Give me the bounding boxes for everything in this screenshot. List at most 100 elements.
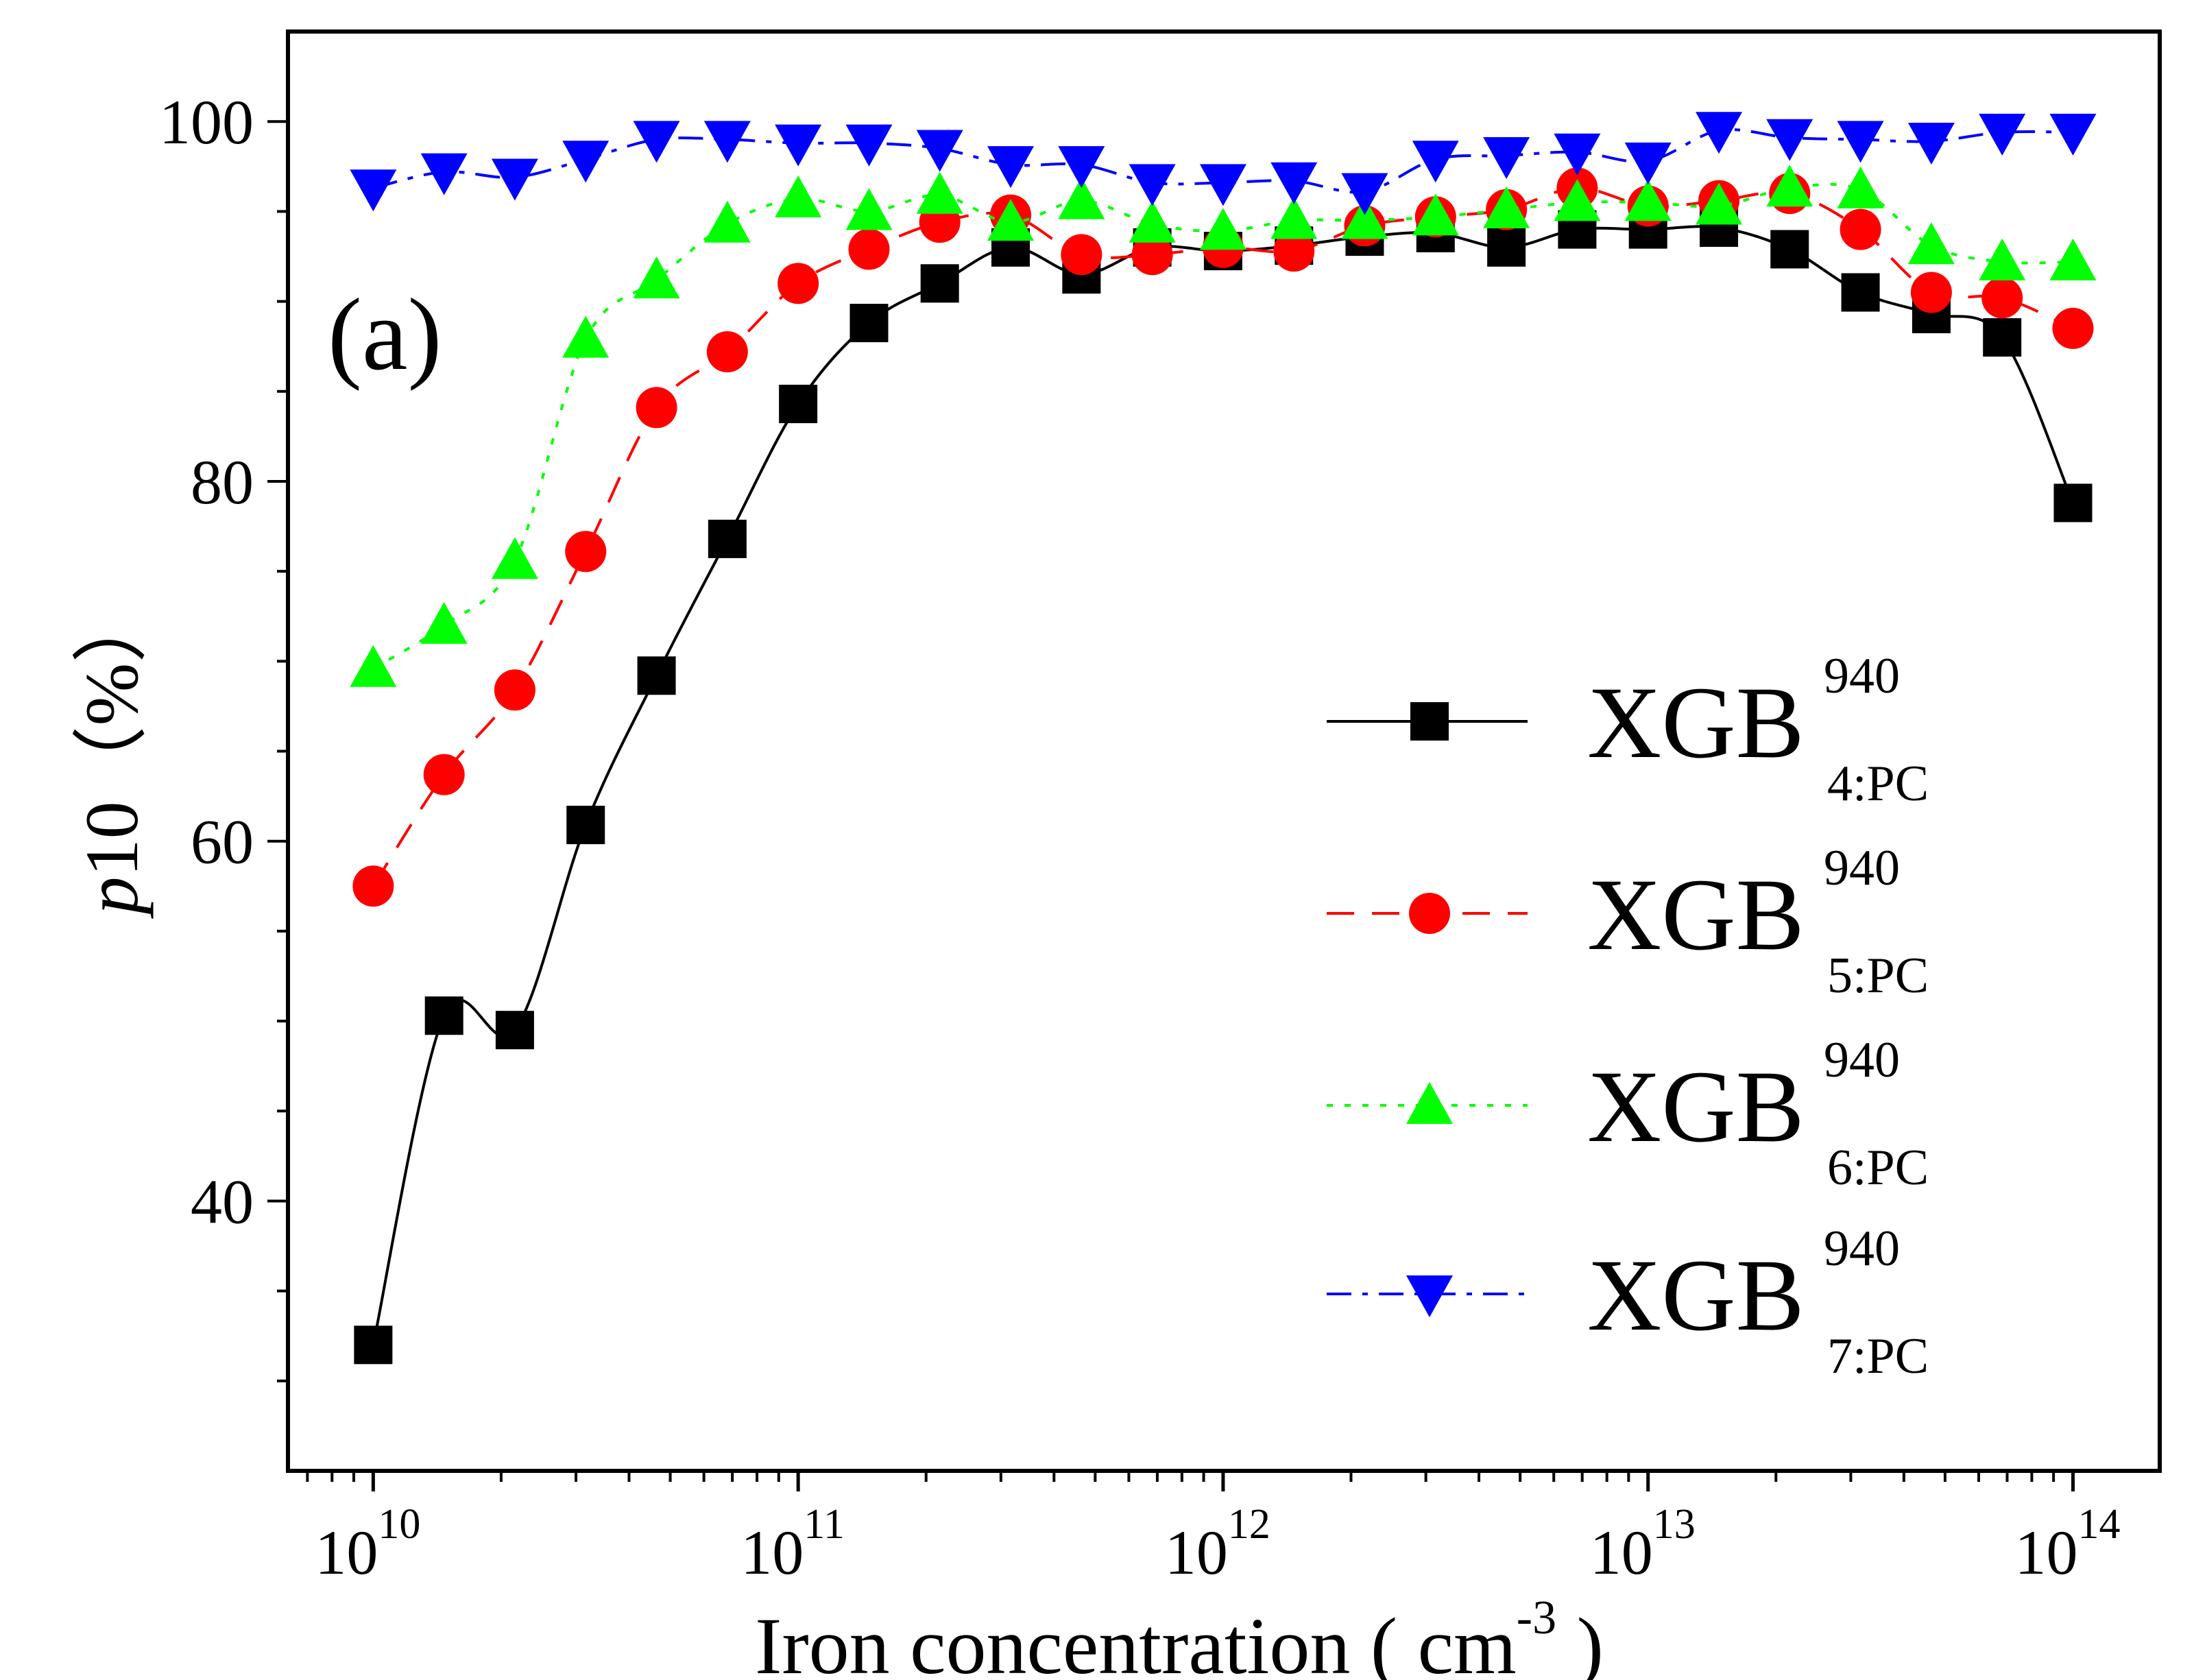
x-tick-label-base: 10 [315, 1517, 378, 1587]
data-point [1907, 222, 1955, 265]
data-point [1058, 146, 1105, 189]
data-point [2053, 483, 2093, 523]
data-point [633, 121, 680, 163]
legend-label-sup: 940 [1824, 1221, 1900, 1277]
data-point [987, 146, 1035, 189]
data-point [1412, 193, 1459, 236]
data-point [920, 264, 959, 303]
series-line [372, 187, 2074, 887]
data-point [1696, 112, 1743, 154]
data-point [1770, 230, 1809, 269]
series-line [372, 225, 2075, 1345]
data-point [1058, 177, 1105, 219]
x-axis-label-text: Iron concentration [755, 1601, 1350, 1680]
legend-label-sub: 7:PC [1827, 1328, 1929, 1384]
data-point [350, 169, 397, 212]
panel-label: (a) [328, 278, 442, 392]
legend-label: XGB [1587, 1050, 1805, 1164]
x-axis-unit-open: ( [1371, 1601, 1397, 1680]
data-point [849, 304, 889, 343]
data-point [2052, 307, 2094, 349]
data-point [2049, 238, 2097, 280]
data-point [1910, 272, 1952, 313]
data-point [1766, 165, 1813, 207]
legend-label-sup: 940 [1824, 840, 1900, 896]
legend-label-sup: 940 [1824, 1032, 1900, 1088]
x-axis-unit-base: cm [1418, 1601, 1517, 1680]
series-6-pc [350, 165, 2097, 687]
data-point [1624, 179, 1672, 221]
x-axis-unit-close: ) [1577, 1601, 1604, 1680]
x-axis-unit-exp: -3 [1517, 1592, 1556, 1644]
y-tick-label: 100 [159, 87, 254, 157]
legend-entry: XGB 940 5:PC [1327, 840, 1929, 1004]
data-point [566, 806, 605, 845]
data-point [636, 387, 677, 429]
data-point [1981, 277, 2023, 319]
data-point [1199, 208, 1246, 250]
data-point [1766, 119, 1813, 161]
data-point [1554, 133, 1601, 176]
data-point [637, 656, 676, 695]
x-tick-label: 1012 [1165, 1501, 1270, 1587]
legend-label-sub: 4:PC [1827, 756, 1929, 812]
data-point [845, 188, 893, 230]
legend-marker [1409, 893, 1450, 934]
data-point [1341, 173, 1388, 215]
y-tick-label: 60 [191, 807, 254, 877]
series-layer [350, 112, 2097, 1365]
data-point [1270, 162, 1318, 204]
x-tick-label-exp: 10 [378, 1501, 420, 1548]
data-point [420, 153, 468, 195]
x-tick-label-exp: 14 [2077, 1501, 2120, 1548]
data-point [848, 228, 890, 270]
data-point [1979, 113, 2026, 156]
data-point [562, 315, 610, 358]
data-point [1483, 137, 1530, 180]
data-point [491, 537, 538, 579]
legend-entry: XGB 940 6:PC [1327, 1032, 1929, 1196]
series-7-pc [350, 112, 2097, 215]
legend-entry: XGB 940 7:PC [1327, 1221, 1929, 1384]
legend-label-sub: 5:PC [1827, 948, 1929, 1004]
data-point [423, 754, 465, 795]
data-point [703, 121, 751, 163]
data-point [1983, 318, 2022, 357]
data-point [1554, 179, 1601, 221]
data-point [987, 199, 1035, 241]
y-axis-label-unit: （%） [70, 588, 154, 802]
data-point [1273, 230, 1315, 272]
x-tick-label-exp: 12 [1228, 1501, 1270, 1548]
data-point [775, 176, 822, 218]
data-point [1129, 200, 1176, 243]
data-point [1841, 273, 1880, 312]
data-point [916, 171, 963, 214]
x-tick-label-exp: 13 [1653, 1501, 1696, 1548]
data-point [1979, 238, 2026, 280]
data-point [420, 601, 468, 644]
data-point [1837, 121, 1884, 163]
data-point [354, 1325, 393, 1365]
y-axis-label-var: p [70, 876, 154, 919]
legend-entry: XGB 940 4:PC [1327, 648, 1929, 812]
series-line [372, 182, 2073, 670]
data-point [1907, 123, 1955, 165]
data-point [424, 996, 463, 1035]
y-axis-label: p10（%） [70, 588, 154, 920]
data-point [916, 130, 963, 172]
data-point [2049, 113, 2097, 156]
data-point [495, 1011, 534, 1050]
data-point [708, 519, 747, 558]
x-tick-label: 1014 [2014, 1501, 2120, 1587]
data-point [350, 645, 397, 687]
data-point [1837, 166, 1884, 208]
legend-label: XGB [1587, 666, 1805, 780]
legend-marker [1406, 1082, 1453, 1124]
data-point [1487, 228, 1526, 267]
x-tick-label-base: 10 [2014, 1517, 2077, 1587]
x-tick-label-exp: 11 [804, 1501, 845, 1548]
data-point [703, 200, 751, 243]
x-tick-label-base: 10 [1165, 1517, 1228, 1587]
data-point [845, 124, 893, 167]
data-point [1696, 182, 1743, 225]
